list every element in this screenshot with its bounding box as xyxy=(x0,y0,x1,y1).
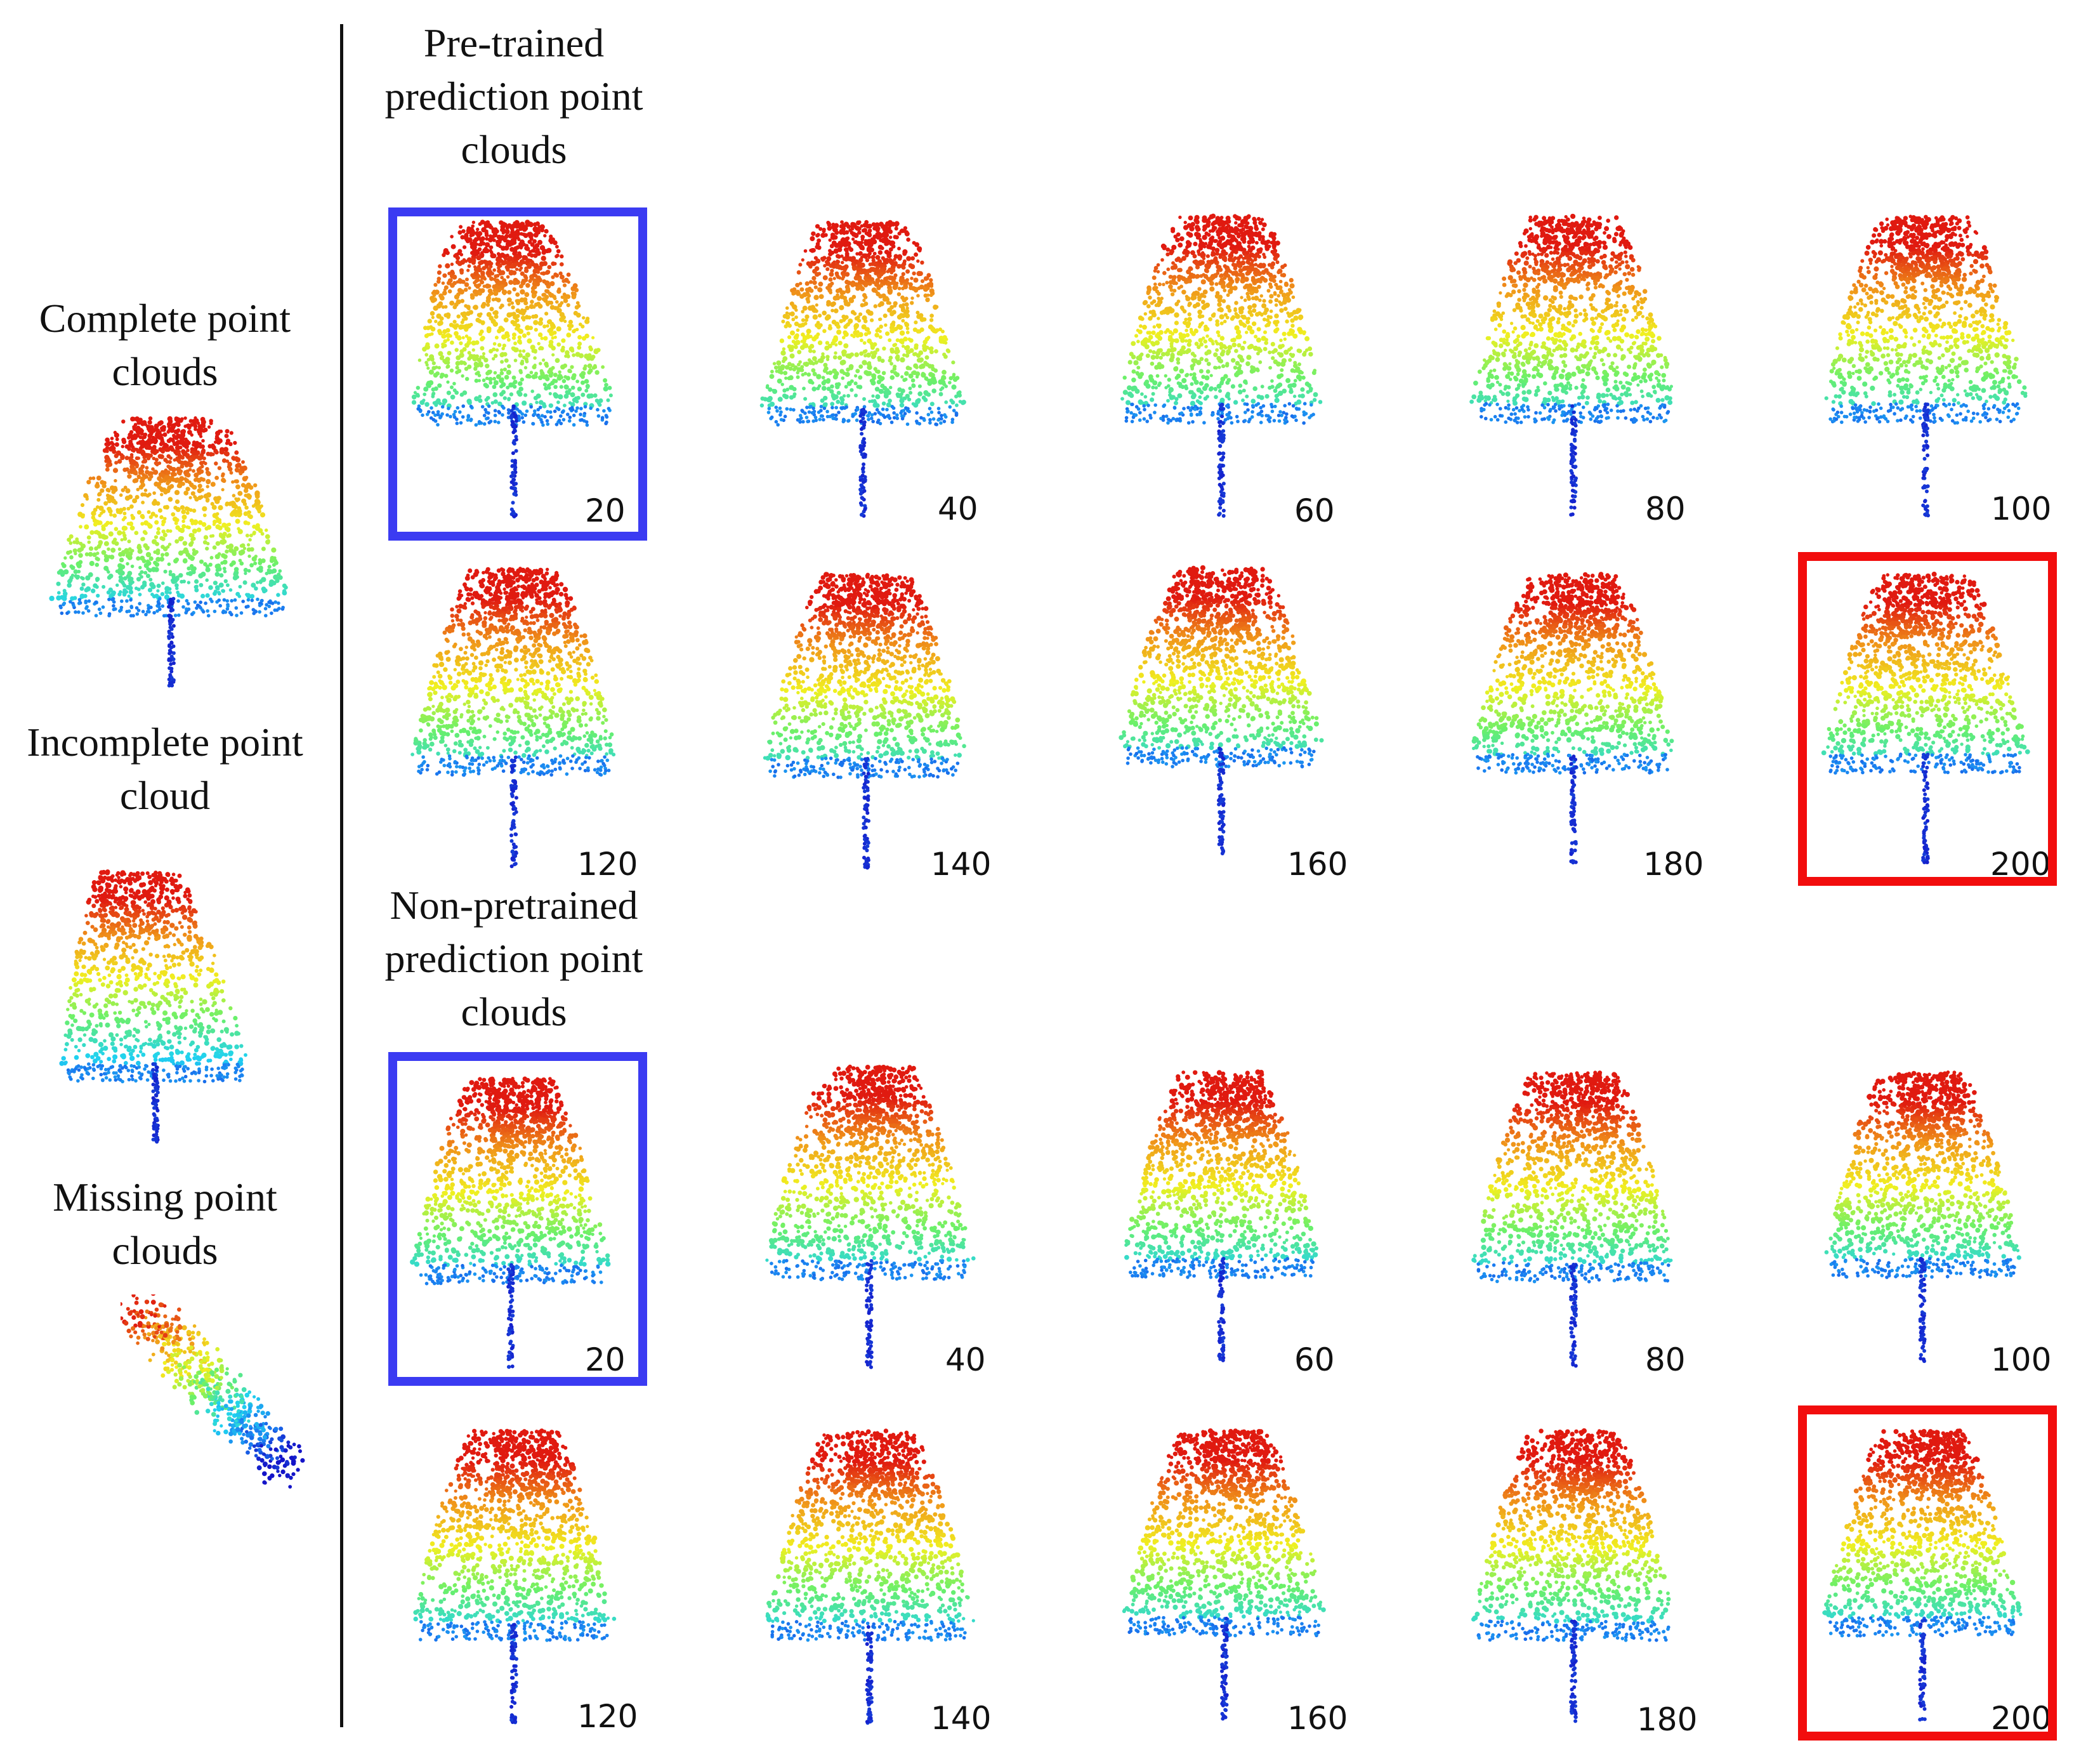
incomplete-point-cloud xyxy=(59,869,247,1144)
pretrained-epoch-label: 200 xyxy=(1990,848,2051,880)
pretrained-epoch-label: 60 xyxy=(1294,495,1335,527)
nonpretrained-epoch-label: 180 xyxy=(1637,1704,1697,1735)
pretrained-epoch-label: 180 xyxy=(1643,848,1703,880)
pretrained-epoch-label: 120 xyxy=(577,848,638,880)
highlight-box-nonpretrained-200 xyxy=(1798,1405,2057,1741)
nonpretrained-epoch-label: 40 xyxy=(945,1344,986,1376)
nonpretrained-cloud-140 xyxy=(765,1428,975,1725)
nonpretrained-cloud-100 xyxy=(1824,1070,2021,1364)
highlight-box-pretrained-20 xyxy=(388,207,647,541)
highlight-box-nonpretrained-20 xyxy=(388,1052,647,1386)
complete-point-cloud xyxy=(49,416,288,688)
pretrained-cloud-120 xyxy=(410,567,616,869)
pretrained-epoch-label: 140 xyxy=(931,848,991,880)
pretrained-cloud-200 xyxy=(1821,571,2030,864)
nonpretrained-cloud-80 xyxy=(1471,1070,1673,1368)
pretrained-cloud-40 xyxy=(759,220,966,518)
section-title-nonpretrained: Non-pretrained prediction point clouds xyxy=(355,879,673,1039)
pretrained-cloud-60 xyxy=(1120,213,1323,518)
missing-point-cloud xyxy=(121,1294,305,1489)
nonpretrained-epoch-label: 200 xyxy=(1991,1702,2051,1734)
label-incomplete-point-cloud: Incomplete point cloud xyxy=(0,716,330,822)
pretrained-epoch-label: 40 xyxy=(938,493,978,525)
pretrained-epoch-label: 160 xyxy=(1287,848,1348,880)
nonpretrained-cloud-180 xyxy=(1471,1428,1671,1723)
nonpretrained-epoch-label: 60 xyxy=(1294,1344,1335,1376)
pretrained-epoch-label: 100 xyxy=(1991,493,2051,525)
nonpretrained-epoch-label: 140 xyxy=(931,1702,991,1734)
nonpretrained-epoch-label: 100 xyxy=(1991,1344,2051,1376)
nonpretrained-cloud-40 xyxy=(765,1064,976,1369)
section-title-pretrained: Pre-trained prediction point clouds xyxy=(355,16,673,176)
label-missing-point-clouds: Missing point clouds xyxy=(0,1171,330,1277)
nonpretrained-cloud-20 xyxy=(410,1076,611,1369)
label-complete-point-clouds: Complete point clouds xyxy=(0,292,330,398)
pretrained-cloud-80 xyxy=(1469,213,1673,517)
pretrained-cloud-140 xyxy=(763,572,966,870)
highlight-box-pretrained-200 xyxy=(1798,552,2057,886)
nonpretrained-cloud-120 xyxy=(413,1428,617,1725)
column-divider xyxy=(340,24,343,1727)
pretrained-cloud-160 xyxy=(1119,565,1324,855)
nonpretrained-epoch-label: 20 xyxy=(585,1344,626,1376)
nonpretrained-epoch-label: 80 xyxy=(1645,1344,1686,1376)
pretrained-cloud-20 xyxy=(411,220,613,518)
pretrained-cloud-180 xyxy=(1471,572,1674,865)
pretrained-epoch-label: 20 xyxy=(585,495,626,527)
nonpretrained-epoch-label: 160 xyxy=(1287,1702,1348,1734)
nonpretrained-cloud-160 xyxy=(1122,1428,1326,1721)
pretrained-epoch-label: 80 xyxy=(1645,493,1686,525)
nonpretrained-cloud-60 xyxy=(1124,1069,1318,1362)
nonpretrained-cloud-200 xyxy=(1822,1428,2023,1721)
pretrained-cloud-100 xyxy=(1824,214,2028,518)
nonpretrained-epoch-label: 120 xyxy=(577,1701,638,1732)
